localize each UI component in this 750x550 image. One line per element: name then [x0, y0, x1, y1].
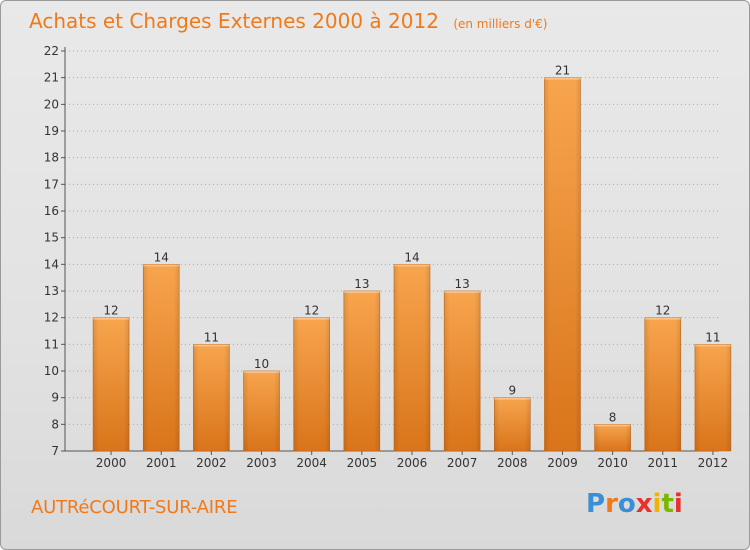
bar-shade [243, 371, 280, 451]
axis-layer: 7 8 9 10 11 12 13 14 15 16 17 18 19 20 21 22 2000 2001 200… [44, 44, 728, 470]
y-tick-label: 11 [44, 337, 59, 351]
value-label: 9 [508, 384, 516, 398]
bar-shade [644, 317, 681, 451]
value-label: 13 [455, 277, 470, 291]
bar-highlight [494, 397, 531, 400]
y-tick-label: 17 [44, 177, 59, 191]
value-label: 12 [304, 304, 319, 318]
bar-highlight [394, 264, 430, 267]
x-tick-label: 2005 [347, 456, 378, 470]
x-tick-label: 2000 [96, 456, 127, 470]
y-tick-label: 19 [44, 124, 59, 138]
bar-highlight [243, 371, 280, 373]
x-tick-label: 2009 [547, 456, 578, 470]
bar-highlight [644, 317, 681, 320]
x-tick-label: 2004 [296, 456, 327, 470]
x-tick-label: 2010 [597, 456, 628, 470]
logo-letter: P [586, 489, 606, 519]
bar-shade [293, 317, 330, 451]
logo-letter: x [635, 489, 653, 519]
chart-title-text: Achats et Charges Externes 2000 à 2012 [29, 9, 439, 33]
bar-highlight [143, 264, 180, 267]
bar-highlight [293, 317, 330, 320]
y-tick-label: 8 [51, 417, 59, 431]
logo-letter: i [673, 489, 683, 519]
bar-highlight [343, 291, 380, 293]
bar-highlight [93, 317, 130, 320]
bar-shade [394, 264, 430, 451]
logo-letter: o [617, 489, 636, 519]
y-tick-label: 7 [51, 444, 59, 458]
x-tick-label: 2001 [146, 456, 177, 470]
chart-subtitle: (en milliers d'€) [453, 17, 548, 31]
y-tick-label: 18 [44, 151, 59, 165]
bar-shade [343, 291, 380, 451]
x-tick-label: 2011 [647, 456, 678, 470]
bar-shade [694, 344, 731, 451]
label-layer: 12 14 11 10 12 13 14 13 9 21 8 12 11 [103, 64, 720, 425]
x-tick-label: 2008 [497, 456, 528, 470]
x-tick-label: 2007 [447, 456, 478, 470]
y-tick-label: 12 [44, 311, 59, 325]
value-label: 12 [655, 304, 670, 318]
bar-shade [544, 77, 581, 452]
bar-shade [494, 397, 531, 451]
y-tick-label: 21 [44, 71, 59, 85]
x-tick-label: 2006 [397, 456, 428, 470]
chart-title: Achats et Charges Externes 2000 à 2012 (… [29, 9, 547, 33]
x-tick-label: 2003 [246, 456, 277, 470]
bar-layer [92, 77, 732, 452]
value-label: 11 [705, 330, 720, 344]
y-tick-label: 15 [44, 231, 59, 245]
bar-highlight [544, 77, 581, 80]
y-tick-label: 10 [44, 364, 59, 378]
bar-highlight [444, 291, 481, 293]
x-tick-label: 2002 [196, 456, 227, 470]
value-label: 14 [404, 250, 419, 264]
value-label: 8 [609, 410, 617, 424]
logo-letter: i [652, 489, 662, 519]
y-tick-label: 9 [51, 391, 59, 405]
y-tick-label: 22 [44, 44, 59, 58]
bar-highlight [193, 344, 230, 347]
value-label: 10 [254, 357, 269, 371]
bar-highlight [594, 424, 631, 427]
value-label: 21 [555, 64, 570, 78]
y-tick-label: 13 [44, 284, 59, 298]
bar-shade [444, 291, 481, 451]
bar-shade [594, 424, 631, 451]
value-label: 14 [154, 250, 169, 264]
y-tick-label: 16 [44, 204, 59, 218]
bar-highlight [694, 344, 731, 347]
value-label: 11 [204, 330, 219, 344]
proxiti-logo[interactable]: Proxiti [586, 489, 683, 519]
x-tick-label: 2012 [698, 456, 729, 470]
value-label: 13 [354, 277, 369, 291]
y-tick-label: 14 [44, 257, 59, 271]
logo-letter: r [605, 489, 618, 519]
bar-shade [93, 317, 130, 451]
y-tick-label: 20 [44, 97, 59, 111]
value-label: 12 [103, 304, 118, 318]
logo-letter: t [661, 489, 674, 519]
bar-shade [193, 344, 230, 451]
bar-shade [143, 264, 180, 451]
commune-name: AUTRéCOURT-SUR-AIRE [31, 497, 238, 518]
